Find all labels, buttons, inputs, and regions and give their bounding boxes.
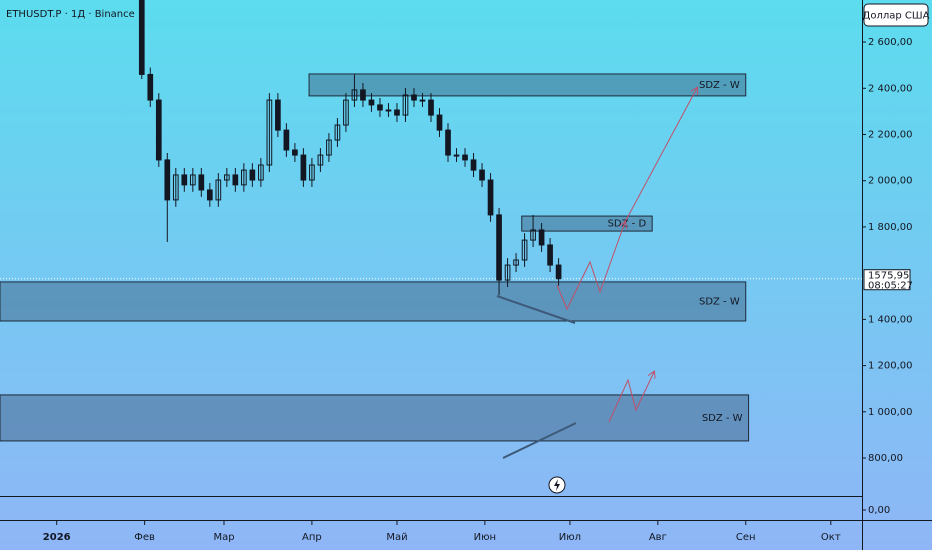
candle-body: [436, 114, 443, 131]
candle-body: [147, 73, 154, 101]
candle-body: [292, 149, 298, 156]
countdown: 08:05:27: [868, 281, 913, 292]
y-tick-label: 1 000,00: [868, 407, 913, 418]
trend-line: [496, 295, 576, 324]
x-tick-label: Авг: [649, 532, 667, 543]
candle-body: [377, 104, 383, 111]
zone-label: SDZ - W: [699, 296, 740, 307]
zone-label: SDZ - W: [702, 413, 743, 424]
y-tick-label: 2 200,00: [868, 129, 913, 140]
candle-body: [198, 174, 205, 191]
zone-label: SDZ - D: [608, 219, 647, 230]
candle-body: [419, 99, 426, 102]
projection-path: [624, 88, 697, 223]
candle-body: [172, 174, 179, 201]
candle-body: [351, 89, 358, 101]
candle-body: [394, 109, 400, 116]
y-tick-label: 1 400,00: [868, 314, 913, 325]
candle-body: [453, 154, 460, 157]
candle-body: [538, 229, 545, 246]
symbol-title: ETHUSDT.P · 1Д · Binance: [6, 9, 135, 20]
price-tag-value: 1575,95: [868, 271, 909, 282]
candle-body: [547, 244, 553, 266]
candle-body: [368, 99, 375, 106]
candle-body: [428, 99, 434, 116]
currency-button[interactable]: [863, 3, 929, 27]
candle-body: [521, 239, 528, 261]
x-tick-label: Июл: [559, 532, 581, 543]
candle-body: [317, 154, 324, 166]
y-tick-label: 2 400,00: [868, 83, 913, 94]
candle-body: [258, 164, 264, 181]
zone: [308, 73, 747, 97]
x-tick-label: Май: [386, 532, 407, 543]
y-tick-label: 0,00: [868, 505, 890, 516]
trend-line: [502, 422, 577, 459]
candle-body: [206, 189, 213, 201]
candle-body: [513, 259, 519, 266]
candle-body: [496, 214, 502, 281]
y-tick-label: 2 000,00: [868, 176, 913, 187]
candle-body: [530, 229, 536, 241]
candle-body: [189, 174, 196, 186]
x-tick-label: Окт: [821, 532, 841, 543]
candle-body: [385, 109, 392, 112]
x-tick-label: Сен: [736, 532, 756, 543]
zone: [0, 281, 747, 322]
candle-body: [479, 169, 485, 181]
price-tag: [863, 269, 911, 291]
candle-body: [487, 179, 494, 216]
projection-path: [608, 372, 654, 423]
candle-body: [215, 179, 222, 201]
zone: [0, 394, 750, 442]
candle-body: [266, 99, 273, 166]
candle-body: [504, 264, 511, 281]
candle-body: [470, 159, 477, 171]
candle-body: [555, 264, 562, 280]
candle-body: [164, 159, 171, 201]
candle-body: [309, 164, 315, 181]
candle-body: [334, 124, 341, 141]
x-tick-label: Фев: [134, 532, 155, 543]
x-tick-label: Мар: [213, 532, 234, 543]
candle-body: [138, 0, 145, 75]
lightning-icon: [554, 479, 560, 491]
candle-body: [224, 174, 230, 181]
candle-body: [241, 169, 247, 186]
projection-path: [556, 222, 625, 311]
candle-body: [462, 154, 468, 161]
candle-body: [249, 169, 256, 181]
y-tick-label: 2 600,00: [868, 37, 913, 48]
candle-body: [411, 94, 417, 101]
candle-body: [155, 99, 162, 161]
y-tick-label: 1 200,00: [868, 361, 913, 372]
y-tick-label: 1 800,00: [868, 222, 913, 233]
candle-body: [283, 129, 290, 151]
x-tick-label: Апр: [302, 532, 322, 543]
candle-body: [232, 174, 239, 186]
candle-body: [326, 139, 332, 156]
x-tick-label: 2026: [43, 532, 71, 543]
currency-label[interactable]: Доллар США: [863, 11, 930, 22]
zone-label: SDZ - W: [699, 80, 740, 91]
x-tick-label: Июн: [474, 532, 496, 543]
candle-body: [275, 99, 281, 131]
candle-body: [343, 99, 349, 126]
candle-body: [445, 129, 451, 156]
candle-body: [181, 174, 188, 186]
y-tick-label: 800,00: [868, 453, 903, 464]
candle-body: [402, 94, 409, 116]
candle-body: [360, 89, 366, 101]
candle-body: [300, 154, 307, 181]
